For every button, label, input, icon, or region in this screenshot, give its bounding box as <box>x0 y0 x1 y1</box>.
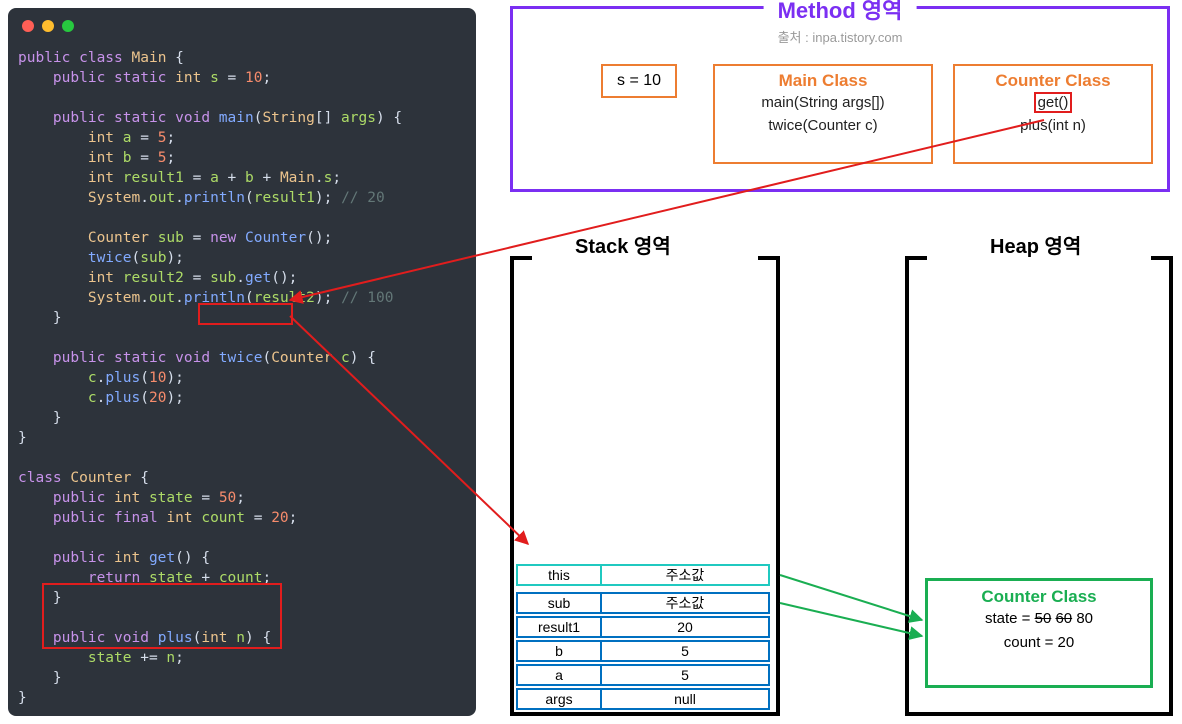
static-var-box: s = 10 <box>601 64 677 98</box>
stack-row-result1: result120 <box>516 616 774 638</box>
main-class-header: Main Class <box>715 66 931 91</box>
arrow-this-to-heap <box>780 575 922 620</box>
code-highlight-get-method-def <box>42 583 282 649</box>
method-area-box: Method 영역 출처 : inpa.tistory.com s = 10 M… <box>510 6 1170 192</box>
stack-row-this: this주소값 <box>516 564 774 586</box>
stack-key: args <box>516 688 602 710</box>
heap-state-line: state = 50 60 80 <box>928 607 1150 631</box>
arrow-sub-to-heap <box>780 603 922 636</box>
method-area-title: Method 영역 <box>764 0 917 25</box>
stack-key: b <box>516 640 602 662</box>
code-highlight-sub-get-call <box>198 303 293 325</box>
counter-class-lines: get()plus(int n) <box>955 91 1151 137</box>
heap-count-line: count = 20 <box>928 631 1150 655</box>
stack-row-b: b5 <box>516 640 774 662</box>
stack-value: 5 <box>602 664 770 686</box>
stack-value: 5 <box>602 640 770 662</box>
maximize-icon <box>62 20 74 32</box>
counter-class-header: Counter Class <box>955 66 1151 91</box>
main-class-box: Main Class main(String args[]) twice(Cou… <box>713 64 933 164</box>
stack-value: 주소값 <box>602 592 770 614</box>
heap-counter-instance: Counter Class state = 50 60 80 count = 2… <box>925 578 1153 688</box>
close-icon <box>22 20 34 32</box>
minimize-icon <box>42 20 54 32</box>
method-area-subtitle: 출처 : inpa.tistory.com <box>778 27 903 46</box>
stack-row-args: argsnull <box>516 688 774 710</box>
heap-box-header: Counter Class <box>928 581 1150 607</box>
stack-value: null <box>602 688 770 710</box>
window-buttons <box>22 20 74 32</box>
stack-row-a: a5 <box>516 664 774 686</box>
stack-key: a <box>516 664 602 686</box>
heap-area-label: Heap 영역 <box>990 230 1081 259</box>
main-class-line2: twice(Counter c) <box>715 114 931 137</box>
counter-class-box: Counter Class get()plus(int n) <box>953 64 1153 164</box>
stack-area-label: Stack 영역 <box>575 230 671 259</box>
stack-key: result1 <box>516 616 602 638</box>
stack-value: 주소값 <box>602 564 770 586</box>
stack-key: sub <box>516 592 602 614</box>
stack-value: 20 <box>602 616 770 638</box>
main-class-line1: main(String args[]) <box>715 91 931 114</box>
stack-key: this <box>516 564 602 586</box>
stack-row-sub: sub주소값 <box>516 592 774 614</box>
